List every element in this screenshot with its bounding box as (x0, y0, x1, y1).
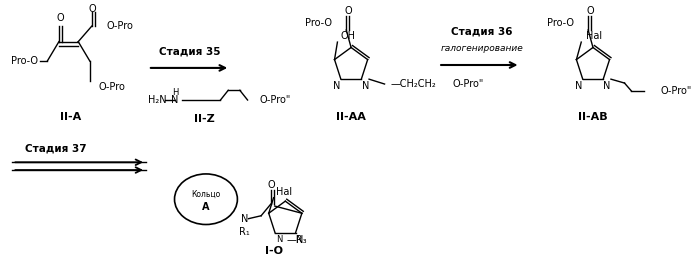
Text: O-Pro: O-Pro (98, 82, 126, 92)
Text: Стадия 35: Стадия 35 (158, 46, 221, 57)
Text: N: N (334, 81, 341, 91)
Text: A: A (202, 202, 209, 212)
Text: —CH₂CH₂: —CH₂CH₂ (391, 79, 436, 89)
Text: O-Pro": O-Pro" (259, 95, 290, 105)
Text: O: O (586, 5, 594, 16)
Text: II-A: II-A (60, 112, 81, 121)
Text: Pro-O: Pro-O (10, 56, 38, 66)
Text: Pro-O: Pro-O (305, 18, 332, 28)
Text: O: O (344, 5, 352, 16)
Text: Стадия 36: Стадия 36 (451, 27, 512, 37)
Text: O-Pro": O-Pro" (660, 86, 692, 96)
Text: N: N (241, 214, 248, 224)
Text: Hal: Hal (586, 31, 602, 41)
Text: II-AA: II-AA (336, 112, 366, 121)
Text: Pro-O: Pro-O (547, 18, 574, 28)
Text: OH: OH (341, 31, 355, 41)
Text: N: N (603, 81, 611, 91)
Text: —R₃: —R₃ (286, 235, 306, 245)
Text: O: O (56, 13, 64, 23)
Text: O-Pro: O-Pro (106, 21, 133, 31)
Text: N: N (575, 81, 583, 91)
Text: II-Z: II-Z (193, 114, 214, 124)
Text: O-Pro": O-Pro" (452, 79, 484, 89)
Text: I-O: I-O (265, 246, 283, 256)
Text: N: N (296, 235, 303, 245)
Text: R₁: R₁ (239, 227, 250, 237)
Text: O: O (89, 4, 96, 14)
Text: N: N (362, 81, 369, 91)
Text: N: N (171, 95, 179, 105)
Text: Hal: Hal (276, 187, 292, 197)
Text: Стадия 37: Стадия 37 (25, 144, 87, 154)
Text: Кольцо: Кольцо (191, 190, 221, 199)
Text: H₂N: H₂N (148, 95, 167, 105)
Text: II-AB: II-AB (578, 112, 608, 121)
Text: O: O (268, 180, 276, 190)
Text: H: H (172, 88, 178, 97)
Text: N: N (276, 235, 282, 244)
Text: галогенирование: галогенирование (440, 44, 523, 53)
